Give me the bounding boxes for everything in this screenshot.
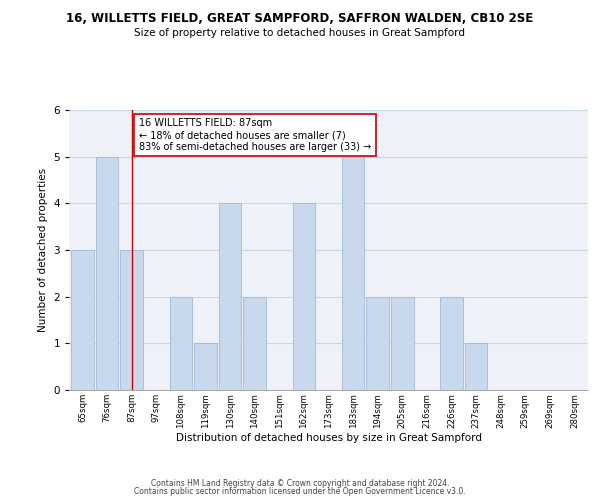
Text: 16 WILLETTS FIELD: 87sqm
← 18% of detached houses are smaller (7)
83% of semi-de: 16 WILLETTS FIELD: 87sqm ← 18% of detach…	[139, 118, 371, 152]
Bar	[367, 296, 389, 390]
Text: Size of property relative to detached houses in Great Sampford: Size of property relative to detached ho…	[134, 28, 466, 38]
Bar	[71, 250, 94, 390]
Bar	[342, 156, 364, 390]
Y-axis label: Number of detached properties: Number of detached properties	[38, 168, 48, 332]
Bar	[194, 344, 217, 390]
Bar	[465, 344, 487, 390]
Bar	[244, 296, 266, 390]
X-axis label: Distribution of detached houses by size in Great Sampford: Distribution of detached houses by size …	[176, 433, 482, 443]
Text: 16, WILLETTS FIELD, GREAT SAMPFORD, SAFFRON WALDEN, CB10 2SE: 16, WILLETTS FIELD, GREAT SAMPFORD, SAFF…	[67, 12, 533, 26]
Bar	[440, 296, 463, 390]
Bar	[170, 296, 192, 390]
Bar	[219, 204, 241, 390]
Text: Contains HM Land Registry data © Crown copyright and database right 2024.: Contains HM Land Registry data © Crown c…	[151, 478, 449, 488]
Text: Contains public sector information licensed under the Open Government Licence v3: Contains public sector information licen…	[134, 487, 466, 496]
Bar	[293, 204, 315, 390]
Bar	[96, 156, 118, 390]
Bar	[121, 250, 143, 390]
Bar	[391, 296, 413, 390]
